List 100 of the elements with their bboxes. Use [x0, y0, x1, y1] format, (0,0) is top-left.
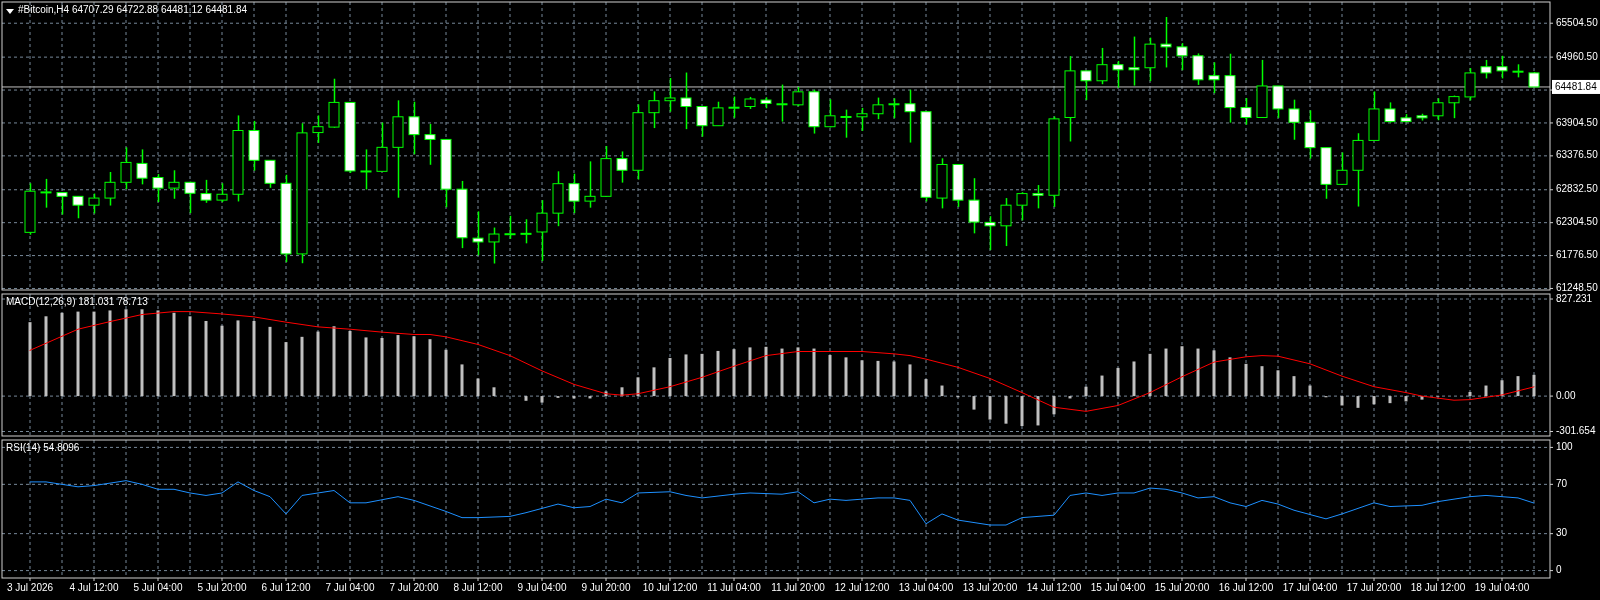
y-tick-label: 61776.50 — [1556, 249, 1599, 261]
y-tick-label: 63904.50 — [1556, 116, 1599, 128]
x-tick-label: 13 Jul 20:00 — [962, 582, 1018, 593]
bar — [1100, 375, 1104, 397]
bar — [1244, 363, 1248, 397]
candlestick — [536, 199, 548, 262]
bar — [60, 312, 64, 397]
y-tick-label: 0.00 — [1556, 389, 1576, 401]
bar — [716, 350, 720, 397]
x-tick-label: 3 Jul 2026 — [6, 582, 54, 593]
candlestick — [520, 218, 532, 245]
x-tick-label: 17 Jul 04:00 — [1282, 582, 1338, 593]
bar — [348, 330, 352, 397]
bar — [1292, 376, 1296, 397]
chart-title: MACD(12,26,9) 181.031 78.713 — [6, 296, 149, 307]
bar — [44, 316, 48, 397]
y-tick-label: 65504.50 — [1556, 16, 1599, 28]
x-tick-label: 9 Jul 04:00 — [517, 582, 567, 593]
candlestick — [824, 98, 836, 129]
ref-line-label: 64481.84 — [1555, 80, 1598, 92]
candlestick — [1208, 61, 1220, 94]
candlestick — [1160, 16, 1172, 69]
candlestick — [1144, 36, 1156, 82]
candlestick — [1080, 70, 1092, 101]
bar — [764, 346, 768, 397]
candlestick — [184, 180, 196, 214]
x-tick-label: 19 Jul 04:00 — [1474, 582, 1530, 593]
bar — [860, 360, 864, 397]
bar — [1260, 366, 1264, 397]
bar — [76, 311, 80, 397]
candlestick — [504, 215, 516, 240]
x-tick-label: 6 Jul 12:00 — [261, 582, 311, 593]
bar — [892, 361, 896, 397]
candlestick — [1464, 67, 1476, 102]
bar — [1020, 396, 1024, 427]
bar — [252, 320, 256, 397]
candlestick — [1016, 191, 1028, 222]
candlestick — [584, 160, 596, 209]
bar — [1532, 374, 1536, 397]
bar — [940, 385, 944, 397]
x-tick-label: 5 Jul 04:00 — [133, 582, 183, 593]
candlestick — [408, 100, 420, 155]
bar — [124, 309, 128, 397]
candlestick — [1336, 151, 1348, 186]
y-tick-label: 827.231 — [1556, 292, 1593, 304]
candlestick — [856, 107, 868, 132]
candlestick — [360, 148, 372, 191]
bar — [796, 347, 800, 397]
x-tick-label: 15 Jul 20:00 — [1154, 582, 1210, 593]
candlestick — [1496, 55, 1508, 80]
bar — [684, 354, 688, 397]
candlestick — [1240, 97, 1252, 126]
candlestick — [680, 71, 692, 130]
bar — [700, 353, 704, 397]
bar — [1052, 396, 1056, 415]
candlestick — [216, 182, 228, 203]
bar — [540, 396, 544, 403]
candlestick — [104, 171, 116, 207]
bar — [988, 396, 992, 420]
bar — [140, 309, 144, 397]
y-tick-label: -301.654 — [1556, 425, 1596, 437]
bar — [1308, 385, 1312, 397]
y-tick-label: 100 — [1556, 441, 1574, 453]
bar — [28, 322, 32, 397]
y-tick-label: 62304.50 — [1556, 216, 1599, 228]
candlestick — [968, 177, 980, 235]
y-tick-label: 0 — [1556, 564, 1562, 576]
x-tick-label: 14 Jul 12:00 — [1026, 582, 1082, 593]
bar — [396, 335, 400, 397]
x-tick-label: 8 Jul 12:00 — [453, 582, 503, 593]
bar — [908, 364, 912, 397]
candlestick — [616, 150, 628, 184]
candlestick — [312, 114, 324, 144]
candlestick — [168, 169, 180, 200]
candlestick — [72, 195, 84, 220]
candlestick — [712, 100, 724, 127]
candlestick — [40, 178, 52, 209]
bar — [476, 378, 480, 397]
bar — [492, 387, 496, 397]
x-tick-label: 16 Jul 12:00 — [1218, 582, 1274, 593]
candlestick — [888, 97, 900, 119]
bar — [732, 349, 736, 397]
bar — [1404, 396, 1408, 402]
bar — [1036, 396, 1040, 426]
x-tick-label: 7 Jul 04:00 — [325, 582, 375, 593]
bar — [1468, 391, 1472, 397]
bar — [172, 312, 176, 397]
line-series — [29, 311, 1535, 412]
bar — [92, 311, 96, 397]
bar — [268, 326, 272, 397]
x-tick-label: 5 Jul 20:00 — [197, 582, 247, 593]
bar — [236, 320, 240, 397]
bar — [636, 377, 640, 397]
bar — [748, 347, 752, 397]
x-tick-label: 9 Jul 20:00 — [581, 582, 631, 593]
chart-title: #Bitcoin,H4 64707.29 64722.88 64481.12 64481.84 — [18, 4, 248, 15]
candlestick — [840, 108, 852, 139]
bar — [1084, 386, 1088, 397]
bar — [284, 342, 288, 397]
y-tick-label: 63376.50 — [1556, 149, 1599, 161]
